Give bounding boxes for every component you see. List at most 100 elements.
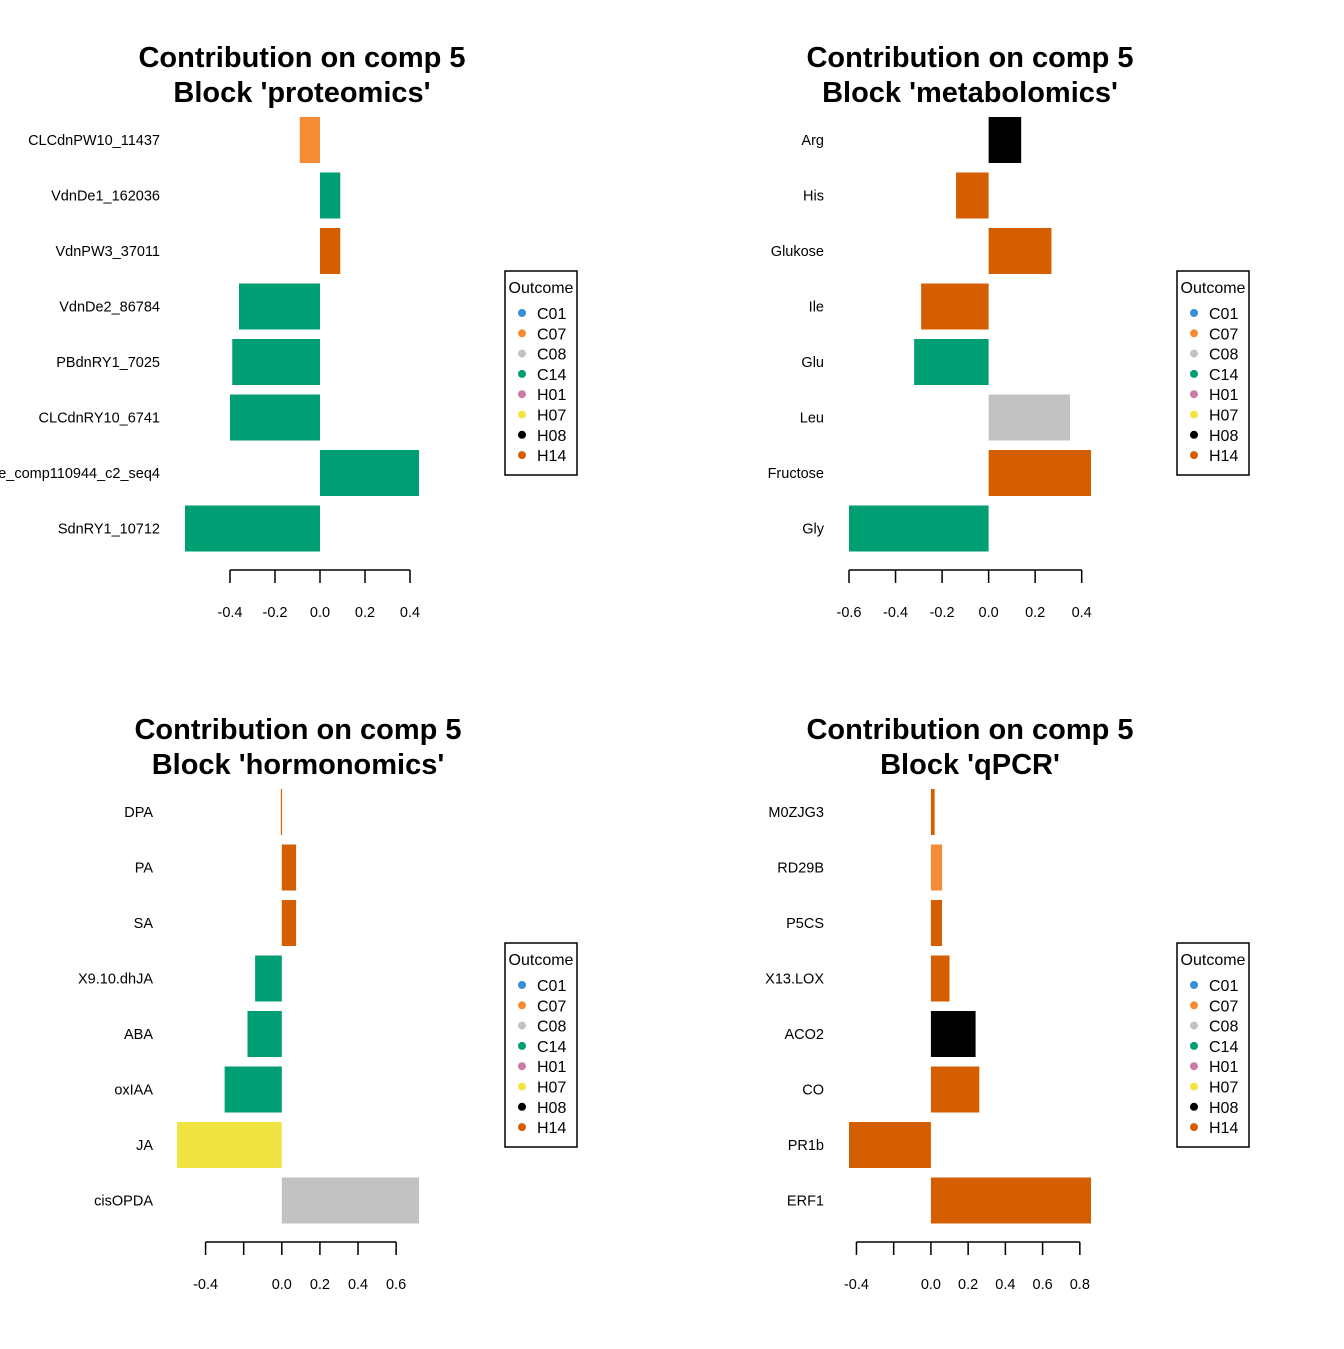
category-label: VdnDe1_162036 [51,189,160,205]
category-label: CLCdnPW10_11437 [28,133,160,149]
legend-dot-icon [518,1102,526,1111]
legend-label: C07 [537,998,566,1015]
bar-glukose [988,228,1052,274]
legend-label: C08 [1209,347,1238,364]
category-label: M0ZJG3 [768,805,824,821]
bar-aco2 [930,1011,976,1057]
bar-pr1b [849,1122,931,1168]
x-tick-label: 0.2 [958,1277,978,1293]
category-label: Arg [801,133,824,149]
chart-title-line-1: Contribution on comp 5 [806,42,1133,74]
legend-box [1176,270,1250,476]
legend-label: H07 [537,408,566,425]
legend-label: H14 [537,1120,566,1137]
bar-ja [177,1122,282,1168]
legend-dot-icon [518,349,526,358]
legend-dot-icon [1190,1102,1198,1111]
legend-label: H07 [1209,408,1238,425]
category-label: SA [134,916,154,932]
bar-p5cs [930,900,943,946]
x-tick-label: 0.6 [1033,1277,1053,1293]
legend-dot-icon [1190,309,1198,317]
category-label: P5CS [786,916,824,932]
legend-dot-icon [518,309,526,317]
legend-label: H14 [1209,448,1238,465]
legend-label: H01 [537,1059,566,1076]
legend-dot-icon [1190,1021,1198,1030]
legend-title: Outcome [1181,952,1246,969]
chart-title-line-2: Block 'metabolomics' [822,77,1118,109]
x-tick-label: 0.0 [979,605,999,621]
category-label: Leu [800,411,824,427]
legend-dot-icon [1190,349,1198,358]
legend-dot-icon [518,1082,526,1091]
legend-box [1176,942,1250,1148]
category-label: X13.LOX [765,972,824,988]
legend-dot-icon [1190,1001,1198,1010]
x-tick-label: -0.2 [930,605,955,621]
category-label: Fructose [768,466,824,482]
bar-sa [281,900,297,946]
legend-title: Outcome [1181,280,1246,297]
x-tick-label: -0.4 [883,605,908,621]
x-tick-label: -0.2 [263,605,288,621]
category-label: RD29B [777,861,824,877]
legend-box [504,942,578,1148]
bar-fructose [988,450,1091,496]
legend-dot-icon [518,390,526,399]
legend-label: C14 [1209,367,1238,384]
chart-title-line-2: Block 'proteomics' [173,77,430,109]
legend-label: C07 [537,326,566,343]
category-label: oxIAA [114,1083,153,1099]
category-label: Gly [802,522,825,538]
chart-title-line-2: Block 'hormonomics' [152,749,445,781]
legend-dot-icon [518,1001,526,1010]
legend-label: C01 [1209,306,1238,323]
legend-dot-icon [518,1041,526,1050]
legend-dot-icon [1190,430,1198,439]
x-tick-label: 0.4 [400,605,420,621]
legend-label: C01 [537,978,566,995]
legend-dot-icon [1190,390,1198,399]
bar-vdnpw3-37011 [320,228,341,274]
legend-dot-icon [1190,1062,1198,1071]
bar-x9-10-dhja [255,955,282,1002]
legend-label: H07 [537,1080,566,1097]
category-label: Ile [809,300,824,316]
legend-dot-icon [1190,329,1198,338]
x-tick-label: -0.4 [193,1277,218,1293]
legend-label: C08 [537,347,566,364]
bar-arg [988,117,1022,163]
category-label: CO [802,1083,824,1099]
bar-co [930,1066,980,1113]
bar-glu [914,339,989,385]
legend-label: H01 [537,387,566,404]
legend-label: H01 [1209,387,1238,404]
bar-erf1 [930,1177,1091,1224]
bar-vdnde1-162036 [320,172,341,219]
legend-label: C14 [537,367,566,384]
legend-dot-icon [1190,451,1198,460]
bar-clcdnpw10-11437 [299,117,320,163]
bar-cisopda [281,1177,419,1224]
category-label: SdnRY1_10712 [58,522,160,538]
legend-title: Outcome [509,280,574,297]
legend-label: C07 [1209,326,1238,343]
chart-title-line-2: Block 'qPCR' [880,749,1060,781]
category-label: CLCdnRY10_6741 [39,411,160,427]
legend-dot-icon [518,410,526,419]
legend-label: C01 [1209,978,1238,995]
legend-dot-icon [1190,369,1198,378]
legend-dot-icon [1190,1082,1198,1091]
chart-title-line-1: Contribution on comp 5 [138,42,465,74]
legend-dot-icon [518,451,526,460]
legend-label: C08 [1209,1019,1238,1036]
legend-label: H01 [1209,1059,1238,1076]
x-tick-label: 0.2 [1025,605,1045,621]
bar-pbdnry1-7025 [232,339,320,385]
legend-dot-icon [1190,981,1198,989]
x-tick-label: -0.4 [218,605,243,621]
x-tick-label: 0.4 [1072,605,1092,621]
chart-title-line-1: Contribution on comp 5 [806,714,1133,746]
